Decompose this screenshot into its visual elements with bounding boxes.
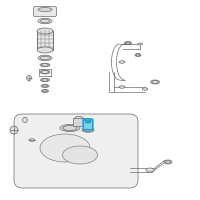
Bar [37, 31, 53, 50]
Ellipse shape [119, 86, 125, 88]
Circle shape [26, 75, 32, 80]
Ellipse shape [42, 90, 48, 92]
Ellipse shape [40, 78, 50, 82]
Ellipse shape [135, 53, 141, 56]
Ellipse shape [38, 7, 52, 11]
Ellipse shape [29, 139, 35, 141]
Bar [73, 118, 85, 126]
Ellipse shape [164, 160, 172, 164]
Circle shape [10, 126, 18, 134]
Ellipse shape [40, 63, 50, 67]
Ellipse shape [38, 18, 52, 24]
Ellipse shape [146, 168, 154, 172]
FancyBboxPatch shape [14, 114, 138, 188]
Ellipse shape [37, 47, 53, 53]
Ellipse shape [82, 128, 94, 132]
Ellipse shape [40, 134, 90, 162]
FancyBboxPatch shape [83, 119, 93, 130]
Ellipse shape [38, 55, 52, 61]
Ellipse shape [151, 80, 160, 84]
Ellipse shape [119, 61, 125, 63]
Ellipse shape [62, 146, 98, 164]
Ellipse shape [41, 84, 49, 88]
Ellipse shape [85, 119, 91, 121]
Ellipse shape [60, 124, 80, 132]
Ellipse shape [142, 88, 148, 90]
Ellipse shape [37, 28, 53, 34]
Ellipse shape [124, 42, 132, 45]
Ellipse shape [75, 116, 83, 119]
FancyBboxPatch shape [34, 6, 57, 17]
Ellipse shape [138, 43, 142, 45]
Ellipse shape [40, 70, 50, 74]
Ellipse shape [86, 121, 90, 123]
Circle shape [22, 117, 28, 122]
